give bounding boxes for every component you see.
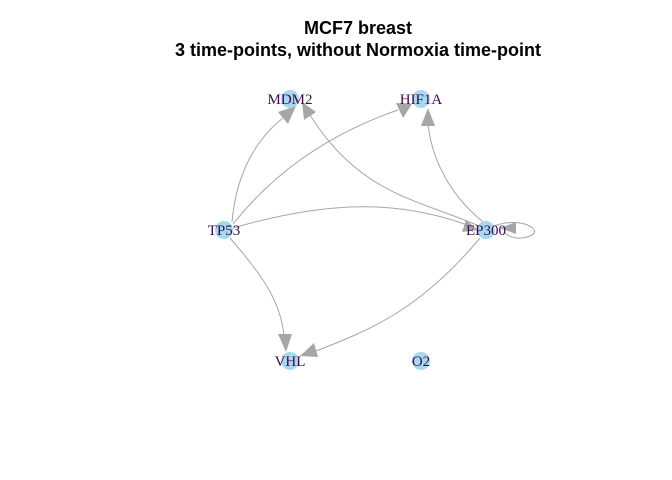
arrowhead-ep300-self-loop (500, 222, 516, 234)
node-label: HIF1A (400, 92, 443, 108)
edge-tp53-mdm2 (231, 117, 284, 223)
node-circle (281, 352, 299, 370)
node-circle (412, 352, 430, 370)
arrowhead-ep300-hif1a (421, 108, 435, 126)
node-label: TP53 (208, 223, 241, 239)
arrowhead-tp53-vhl (278, 334, 292, 352)
edge-ep300-vhl (315, 237, 481, 352)
edges-layer (229, 102, 536, 357)
graph-subtitle: 3 time-points, without Normoxia time-poi… (175, 40, 541, 60)
edge-ep300-mdm2 (309, 114, 480, 227)
node-tp53[interactable]: TP53 (208, 221, 241, 239)
arrowhead-tp53-hif1a (396, 103, 412, 118)
arrowhead-tp53-mdm2 (278, 106, 296, 124)
node-label: VHL (275, 354, 306, 370)
graph-title: MCF7 breast (303, 18, 413, 38)
arrowhead-ep300-vhl (300, 343, 318, 357)
node-circle (215, 221, 233, 239)
node-hif1a[interactable]: HIF1A (400, 90, 443, 108)
node-ep300[interactable]: EP300 (466, 221, 506, 239)
node-circle (281, 90, 299, 108)
node-o2[interactable]: O2 (412, 352, 430, 370)
node-circle (477, 221, 495, 239)
node-circle (412, 90, 430, 108)
edge-tp53-ep300 (232, 206, 471, 229)
edge-tp53-hif1a (232, 109, 399, 225)
edge-ep300-hif1a (427, 123, 484, 223)
node-mdm2[interactable]: MDM2 (267, 90, 313, 108)
edge-tp53-vhl (229, 237, 285, 336)
node-label: O2 (412, 354, 430, 370)
arrowhead-ep300-mdm2 (302, 102, 316, 120)
node-label: EP300 (466, 223, 506, 239)
nodes-layer: MDM2 HIF1A TP53 EP300 VHL O2 (208, 90, 506, 370)
node-vhl[interactable]: VHL (275, 352, 306, 370)
arrowhead-tp53-ep300 (462, 220, 478, 232)
node-label: MDM2 (267, 92, 312, 108)
